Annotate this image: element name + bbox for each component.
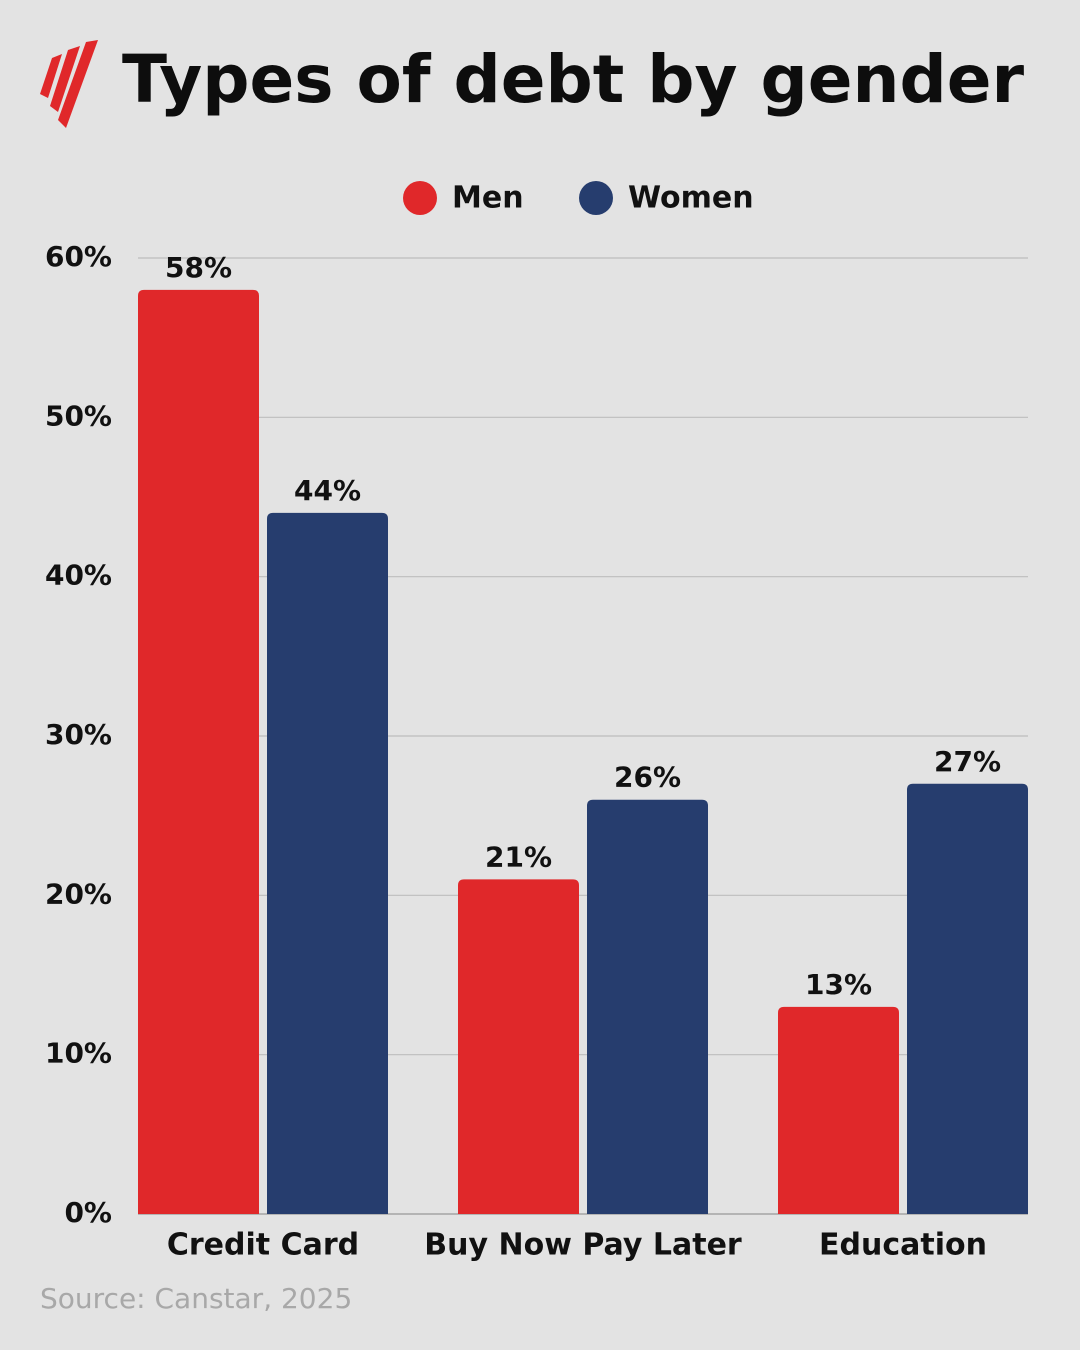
logo: [40, 40, 98, 128]
y-tick-label: 20%: [45, 877, 112, 910]
y-tick-label: 50%: [45, 399, 112, 432]
value-label: 26%: [614, 761, 681, 794]
bar: [138, 289, 259, 1214]
y-tick-label: 40%: [45, 559, 112, 592]
source: Source: Canstar, 2025: [40, 1282, 352, 1315]
value-label: 21%: [485, 840, 552, 873]
y-tick-label: 30%: [45, 718, 112, 751]
value-label: 58%: [165, 251, 232, 284]
bar: [907, 783, 1028, 1214]
bar: [458, 879, 579, 1214]
value-label: 44%: [294, 474, 361, 507]
x-tick-label: Credit Card: [167, 1228, 359, 1263]
y-tick-label: 60%: [45, 240, 112, 273]
y-tick-label: 0%: [64, 1196, 112, 1229]
legend-swatch: [579, 181, 613, 215]
legend-swatch: [403, 181, 437, 215]
value-label: 13%: [805, 968, 872, 1001]
bar: [587, 799, 708, 1214]
legend-label: Men: [452, 181, 524, 216]
bar: [778, 1006, 899, 1214]
bar: [267, 512, 388, 1214]
value-label: 27%: [934, 745, 1001, 778]
x-tick-label: Buy Now Pay Later: [424, 1228, 742, 1263]
legend-label: Women: [628, 181, 754, 216]
y-tick-label: 10%: [45, 1037, 112, 1070]
chart-title: Types of debt by gender: [122, 41, 1025, 118]
x-tick-label: Education: [819, 1228, 987, 1263]
